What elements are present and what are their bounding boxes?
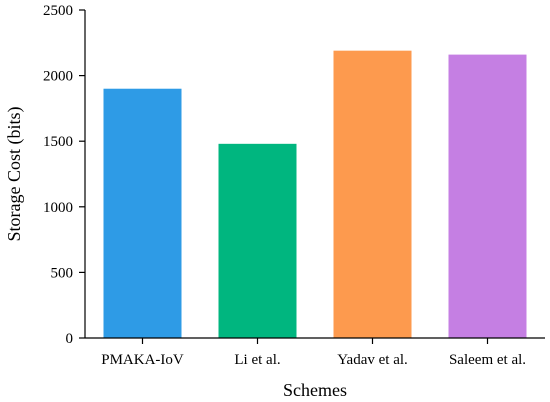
y-tick-label: 1000 bbox=[43, 200, 73, 216]
x-tick-label: Yadav et al. bbox=[337, 352, 408, 368]
bars-layer bbox=[103, 50, 527, 339]
x-tick-label: Li et al. bbox=[234, 352, 280, 368]
x-axis-title: Schemes bbox=[283, 380, 347, 400]
bar-yadav-et-al bbox=[333, 50, 412, 339]
labels-layer: Schemes Storage Cost (bits) bbox=[4, 107, 347, 401]
x-tick-label: PMAKA-IoV bbox=[101, 352, 184, 368]
x-tick-label: Saleem et al. bbox=[449, 352, 526, 368]
y-axis-title: Storage Cost (bits) bbox=[4, 107, 25, 242]
bar-pmaka-iov bbox=[103, 88, 182, 338]
y-tick-label: 1500 bbox=[43, 134, 73, 150]
bar-li-et-al bbox=[218, 143, 297, 338]
y-tick-label: 500 bbox=[51, 265, 74, 281]
y-tick-label: 2000 bbox=[43, 69, 73, 85]
y-tick-label: 0 bbox=[66, 331, 74, 347]
y-tick-label: 2500 bbox=[43, 3, 73, 19]
bar-saleem-et-al bbox=[448, 54, 527, 338]
axes-layer: PMAKA-IoV Li et al. Yadav et al. Saleem et … bbox=[43, 3, 545, 368]
